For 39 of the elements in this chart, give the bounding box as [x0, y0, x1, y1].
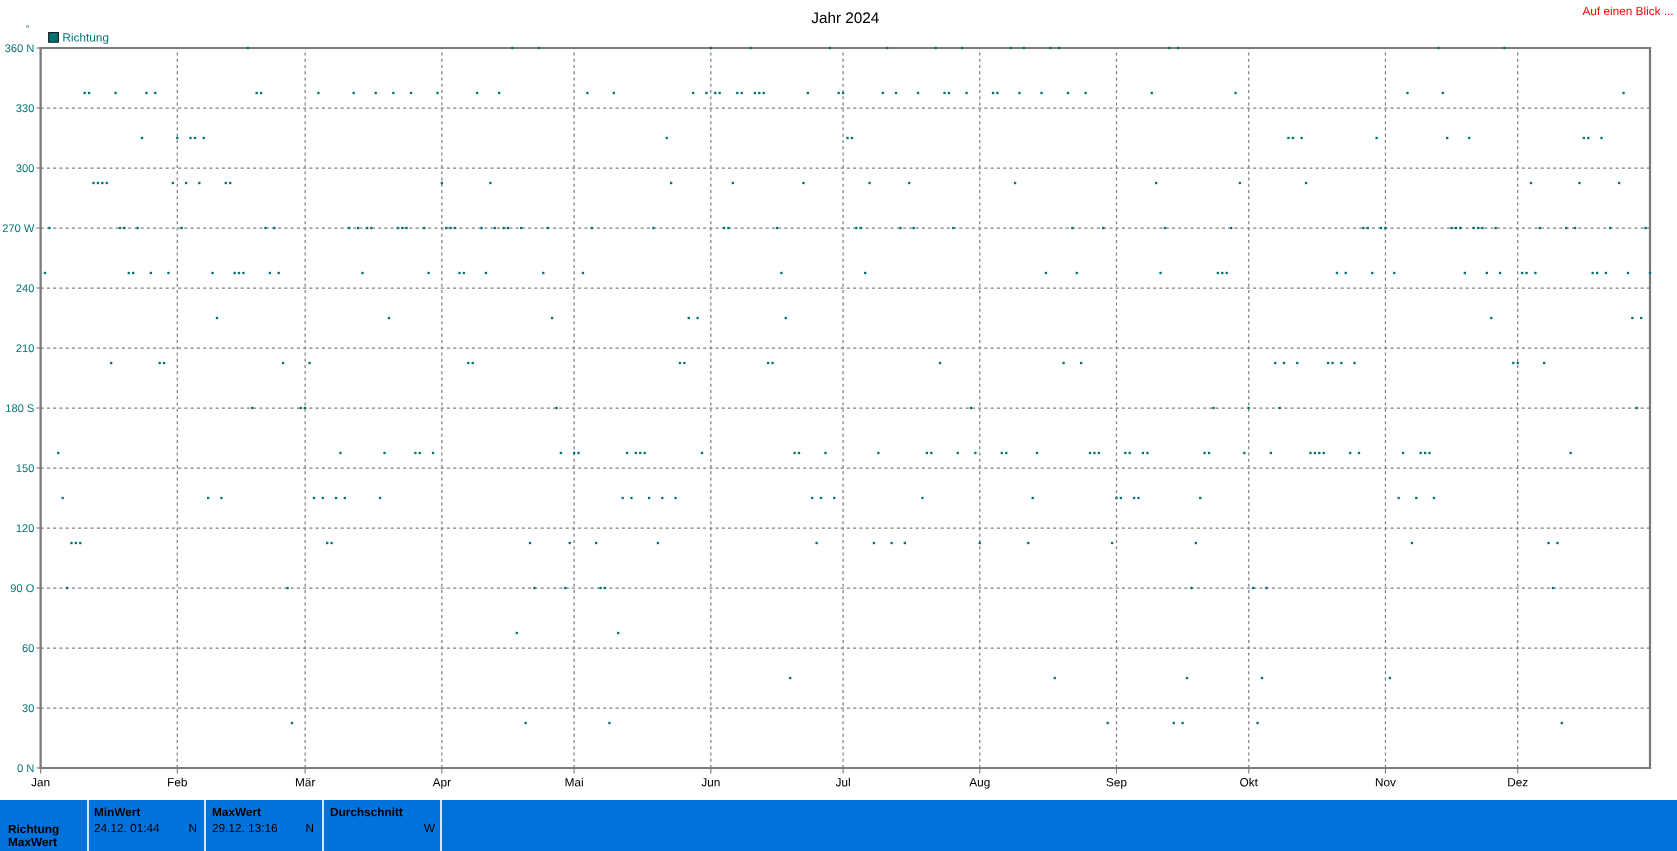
x-tick-label: Apr: [432, 778, 451, 789]
text: Auf einen Blick ...: [1582, 6, 1673, 16]
text: Durchschnitt: [330, 807, 403, 817]
y-tick-label: 330: [16, 104, 34, 113]
legend-label: Richtung: [63, 32, 109, 44]
y-tick-label: 0 N: [17, 764, 34, 773]
text: N: [306, 823, 314, 833]
y-tick-label: 360 N: [5, 44, 34, 53]
text: MinWert: [94, 807, 141, 817]
x-tick-label: Mai: [565, 777, 583, 787]
y-axis-title: °: [26, 24, 30, 29]
x-tick-label: Jan: [31, 778, 50, 787]
x-tick-label: Jun: [701, 778, 720, 787]
y-tick-label: 60: [22, 644, 34, 653]
x-tick-label: Feb: [168, 777, 187, 787]
x-tick-label: Mär: [295, 778, 316, 787]
y-tick-label: 180 S: [6, 404, 34, 413]
text: MaxWert: [8, 837, 57, 847]
x-tick-label: Aug: [969, 778, 990, 789]
text: MaxWert: [212, 807, 261, 817]
y-tick-label: 300: [16, 164, 34, 173]
y-tick-label: 30: [22, 704, 34, 713]
x-tick-label: Okt: [1240, 777, 1258, 787]
text: N: [189, 823, 197, 833]
y-tick-label: 150: [16, 464, 34, 473]
y-tick-label: 270 W: [2, 224, 35, 233]
chart-title: Jahr 2024: [811, 11, 879, 24]
y-tick-label: 90 O: [10, 584, 34, 593]
text: Richtung: [8, 824, 59, 836]
x-tick-label: Jul: [835, 777, 850, 787]
x-tick-label: Sep: [1106, 778, 1127, 789]
text: W: [423, 823, 435, 833]
y-tick-label: 210: [16, 344, 34, 353]
y-tick-label: 240: [16, 284, 34, 293]
x-tick-label: Dez: [1508, 778, 1528, 787]
text: 24.12. 01:44: [94, 823, 160, 833]
text: 29.12. 13:16: [212, 823, 278, 833]
y-tick-label: 120: [16, 524, 34, 533]
x-tick-label: Nov: [1375, 778, 1396, 787]
